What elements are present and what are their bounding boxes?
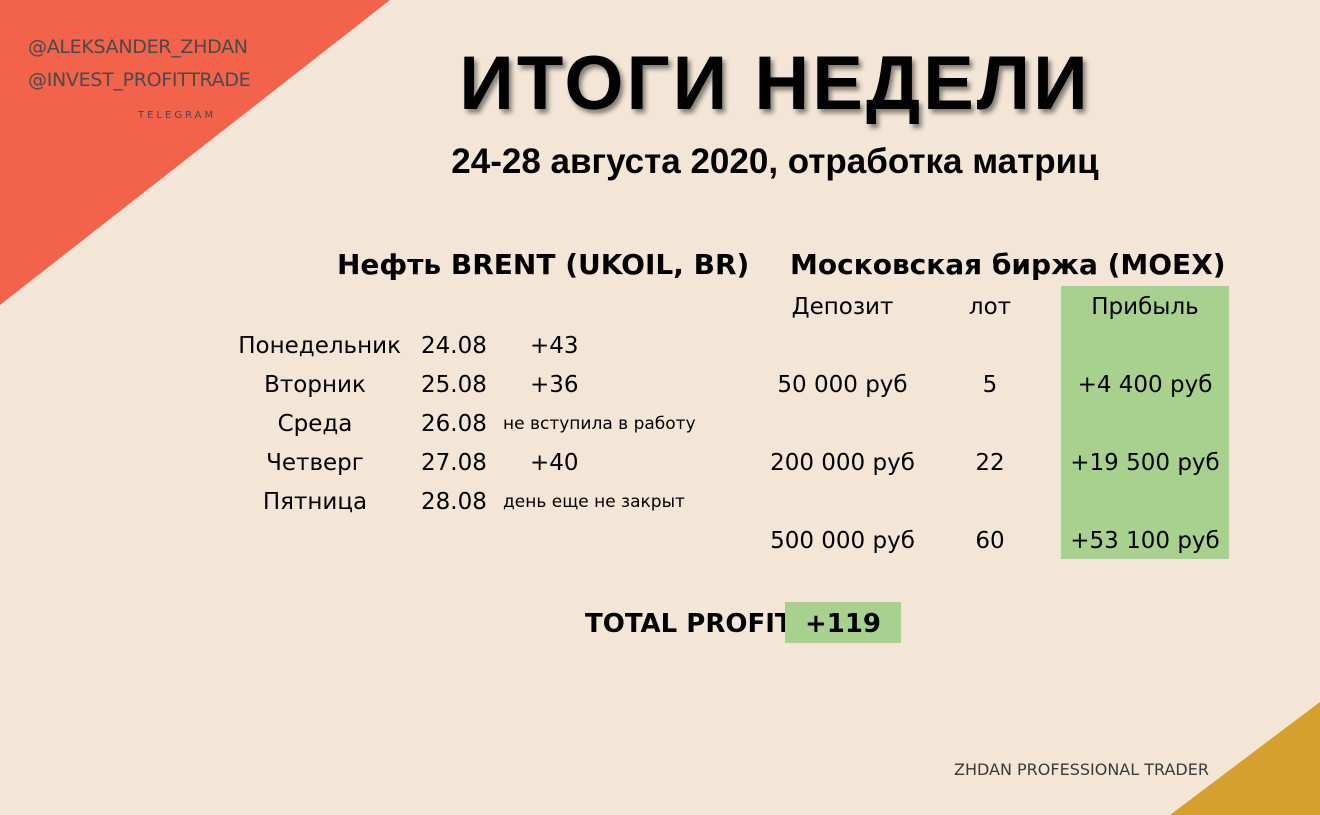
gold-corner-triangle	[1170, 702, 1320, 815]
handle-invest: @INVEST_PROFITTRADE	[28, 69, 251, 91]
day: Четверг	[266, 450, 364, 476]
result: +43	[530, 333, 579, 359]
moex-heading: Московская биржа (MOEX)	[790, 248, 1226, 281]
day: Пятница	[262, 489, 368, 515]
profit-highlight	[1061, 286, 1229, 559]
total-profit-value: +119	[785, 602, 901, 643]
col-lot: лот	[968, 294, 1012, 320]
lot: 5	[982, 372, 998, 398]
profit: +4 400 руб	[1077, 372, 1213, 398]
deposit: 200 000 руб	[770, 450, 915, 476]
brent-heading: Нефть BRENT (UKOIL, BR)	[337, 248, 750, 281]
result: +40	[530, 450, 579, 476]
profit: +53 100 руб	[1070, 528, 1220, 554]
col-deposit: Депозит	[791, 294, 894, 320]
date: 24.08	[421, 333, 487, 359]
footer-brand: ZHDAN PROFESSIONAL TRADER	[954, 760, 1209, 779]
page-subtitle: 24-28 августа 2020, отработка матриц	[451, 142, 1099, 181]
result: не вступила в работу	[503, 414, 696, 434]
total-profit-label: TOTAL PROFIT	[585, 609, 793, 639]
deposit: 50 000 руб	[777, 372, 908, 398]
col-profit: Прибыль	[1091, 294, 1199, 320]
lot: 22	[975, 450, 1005, 476]
date: 28.08	[421, 489, 487, 515]
result: +36	[530, 372, 579, 398]
handle-aleksander: @ALEKSANDER_ZHDAN	[28, 36, 248, 58]
profit: +19 500 руб	[1070, 450, 1220, 476]
date: 27.08	[421, 450, 487, 476]
lot: 60	[975, 528, 1005, 554]
day: Среда	[277, 411, 353, 437]
red-corner-triangle	[0, 0, 390, 305]
day: Вторник	[264, 372, 366, 398]
date: 26.08	[421, 411, 487, 437]
page-title: ИТОГИ НЕДЕЛИ	[459, 41, 1091, 126]
date: 25.08	[421, 372, 487, 398]
day: Понедельник	[238, 333, 401, 359]
platform-label: TELEGRAM	[138, 110, 217, 121]
deposit: 500 000 руб	[770, 528, 915, 554]
result: день еще не закрыт	[503, 492, 685, 512]
